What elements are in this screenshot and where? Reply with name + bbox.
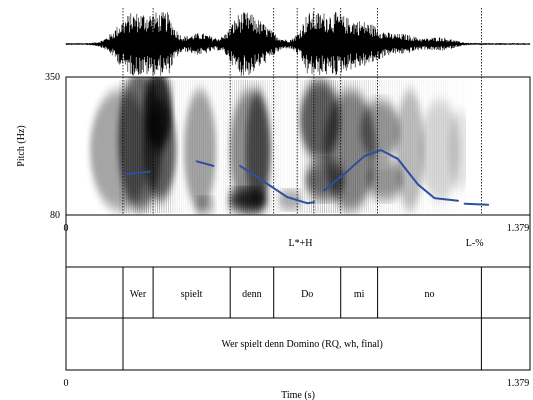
syllable-label: mi bbox=[354, 289, 365, 300]
tone-label: L*+H bbox=[289, 238, 313, 249]
pitch-bottom-tick: 80 bbox=[50, 210, 60, 221]
time-end-tick-upper: 1.379 bbox=[507, 223, 530, 234]
syllable-label: no bbox=[425, 289, 435, 300]
pitch-contour-segment bbox=[125, 170, 151, 176]
waveform-trace bbox=[65, 12, 531, 76]
syllable-label: denn bbox=[242, 289, 261, 300]
waveform bbox=[65, 8, 531, 77]
time-axis-label: Time (s) bbox=[281, 390, 315, 400]
pitch-axis-label: Pitch (Hz) bbox=[16, 125, 27, 166]
syllable-labels: Wer spielt denn Do mi no bbox=[130, 289, 435, 300]
sentence-label: Wer spielt denn Domino (RQ, wh, final) bbox=[222, 339, 383, 350]
time-end-tick: 1.379 bbox=[507, 378, 530, 389]
spectrogram bbox=[65, 76, 531, 216]
pitch-contour-segment bbox=[323, 149, 459, 202]
pitch-contour-segment bbox=[239, 164, 315, 205]
time-start-tick-upper: 0 bbox=[64, 223, 69, 234]
pitch-contour bbox=[125, 149, 490, 206]
sentence-tier bbox=[65, 317, 531, 371]
sentence-boundaries bbox=[122, 318, 482, 370]
syllable-boundaries bbox=[122, 267, 482, 318]
segment-guide-lines bbox=[122, 8, 482, 215]
pitch-top-tick: 350 bbox=[45, 72, 60, 83]
syllable-label: spielt bbox=[181, 289, 203, 300]
syllable-label: Do bbox=[301, 289, 313, 300]
tone-tier-labels: L*+H L-% bbox=[289, 238, 484, 249]
pitch-contour-segment bbox=[195, 160, 215, 167]
tone-label: L-% bbox=[466, 238, 484, 249]
time-start-tick: 0 bbox=[64, 378, 69, 389]
syllable-label: Wer bbox=[130, 289, 147, 300]
pitch-contour-segment bbox=[463, 202, 490, 206]
